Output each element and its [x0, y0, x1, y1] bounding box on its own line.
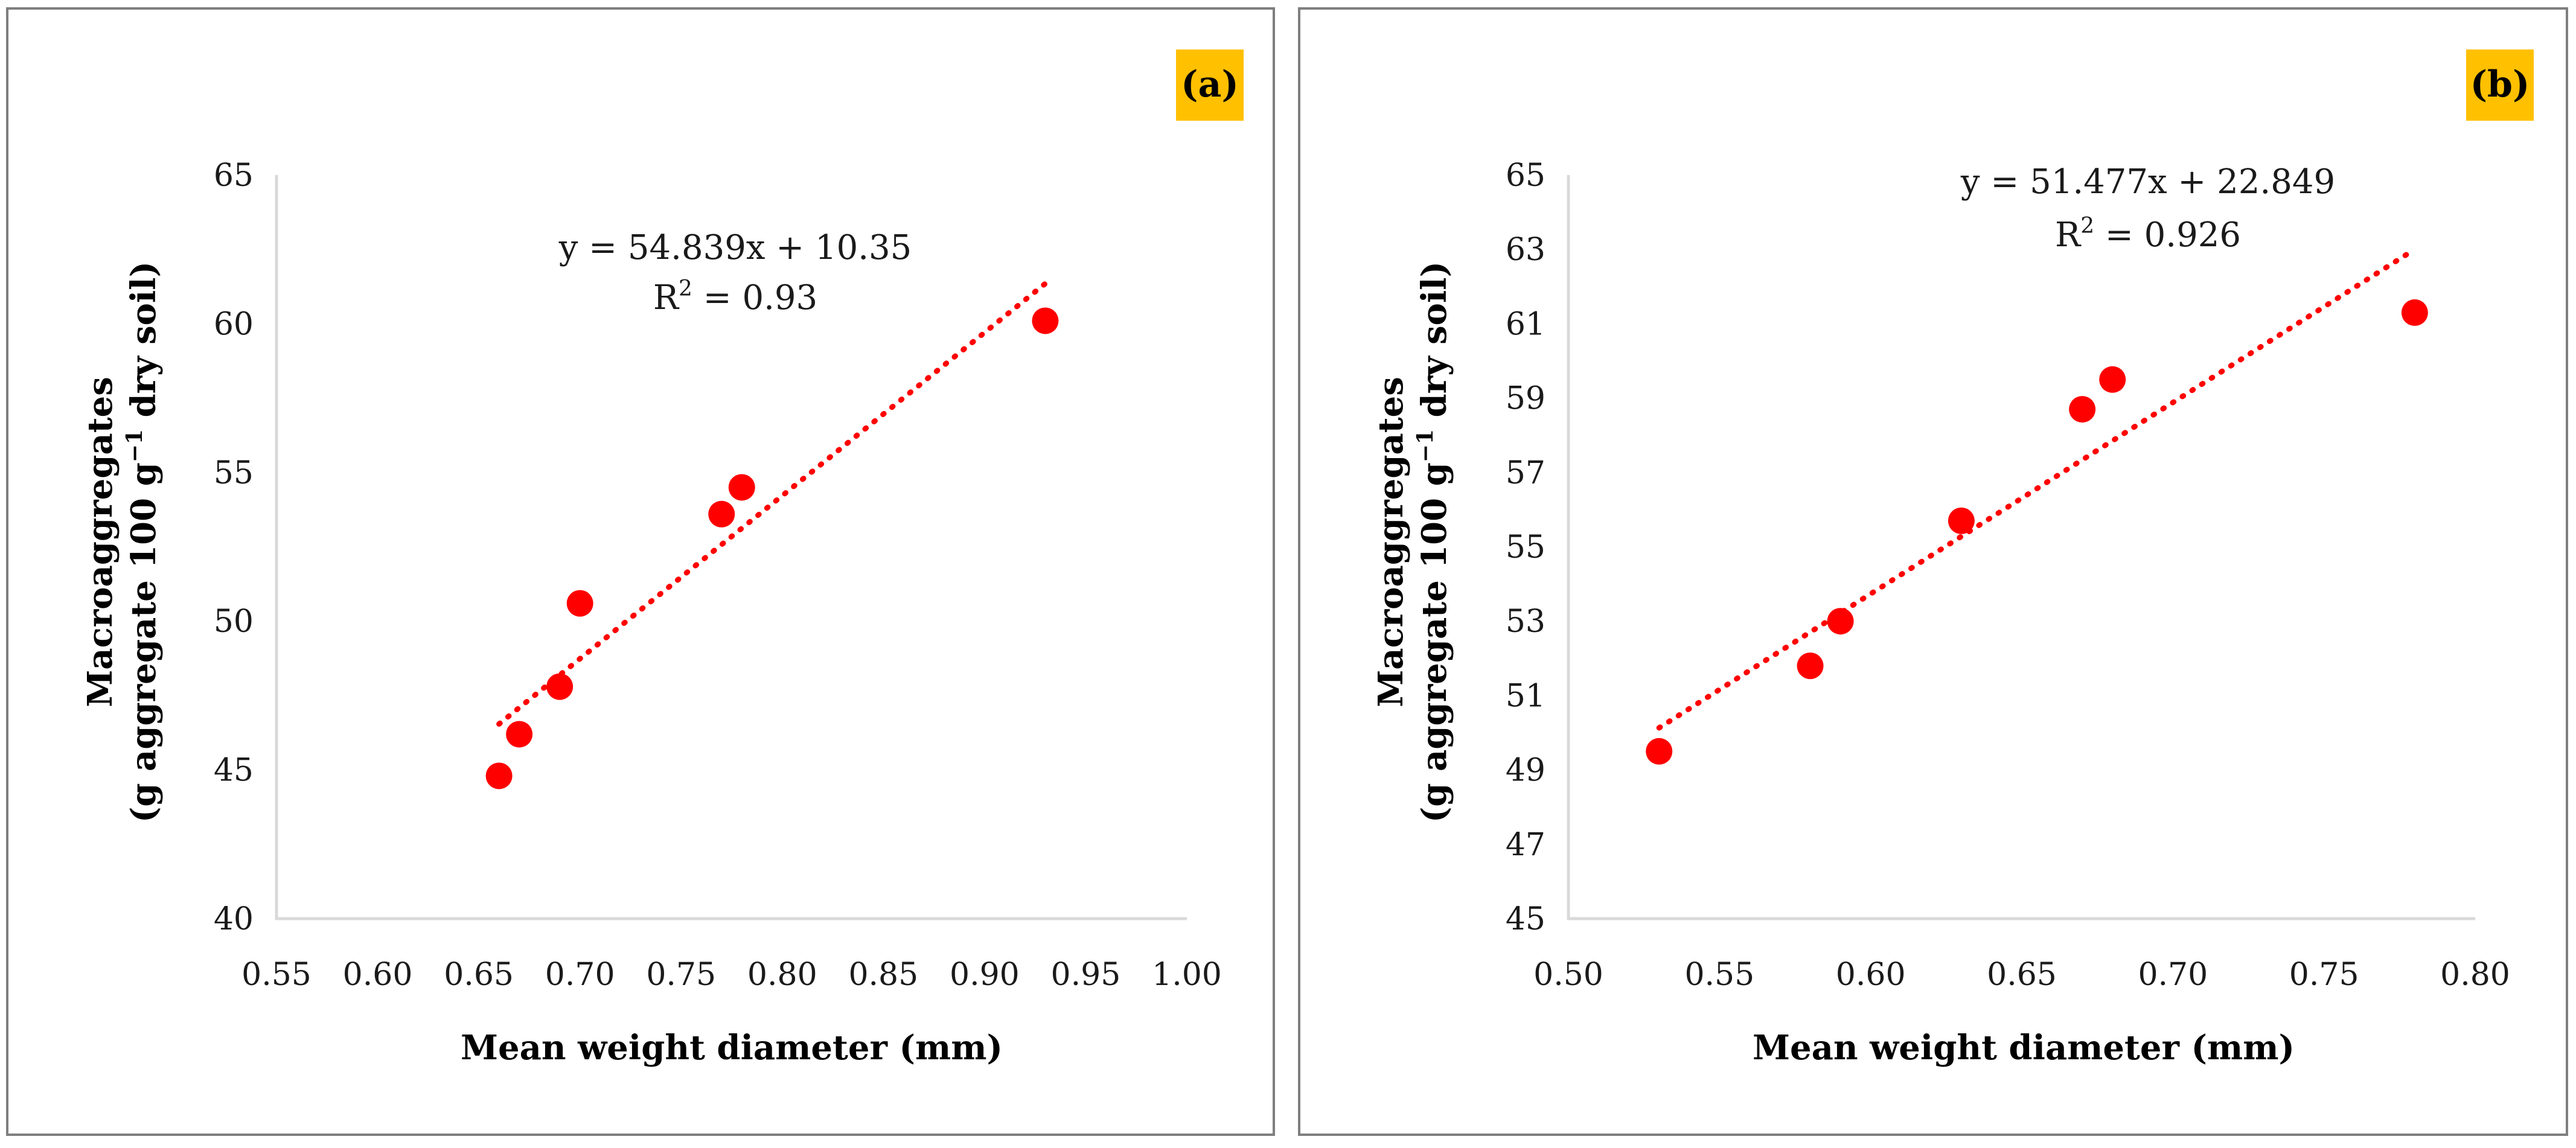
b-x-tick-label: 0.70: [2138, 957, 2208, 993]
b-x-tick-label: 0.75: [2289, 957, 2359, 993]
a-x-tick-label: 0.70: [545, 957, 615, 993]
panel-b-frame: [1298, 7, 2568, 1136]
b-data-point: [2099, 366, 2126, 393]
panel-a-equation: y = 54.839x + 10.35: [558, 228, 912, 267]
a-data-point: [546, 673, 574, 700]
panel-b-x-axis-title: Mean weight diameter (mm): [1753, 1028, 2295, 1068]
panel-a-y-title-line2: (g aggregate 100 g−1 dry soil): [122, 261, 164, 823]
panel-a-y-axis-title: Macroaggregates (g aggregate 100 g−1 dry…: [80, 261, 164, 823]
panel-b-ticks: 45 47 49 51 53 55 57 59 61 63 65 0.50 0.55 0.60 0.65 0.…: [1506, 158, 2510, 993]
panel-a-y-title-line1: Macroaggregates: [80, 377, 120, 707]
b-x-tick-label: 0.65: [1987, 957, 2057, 993]
panel-b: (b) 45 47 49 51 53 55 57 59 61 63 65 0.50 0.55 0.60 0.…: [1298, 7, 2568, 1136]
b-x-tick-label: 0.60: [1836, 957, 1906, 993]
panel-b-y-title-line2: (g aggregate 100 g−1 dry soil): [1413, 261, 1454, 823]
panel-a-frame: [6, 7, 1275, 1136]
a-y-tick-label: 60: [214, 306, 254, 342]
panel-b-label: (b): [2470, 63, 2530, 106]
b-data-point: [1827, 608, 1854, 635]
b-y-tick-label: 51: [1506, 678, 1545, 714]
b-y-tick-label: 47: [1506, 827, 1545, 863]
a-data-point: [1032, 307, 1059, 334]
panel-b-y-title-line1: Macroaggregates: [1371, 377, 1411, 707]
a-x-tick-label: 1.00: [1152, 957, 1222, 993]
a-x-tick-label: 0.75: [646, 957, 716, 993]
panel-b-axes: [1567, 175, 2475, 920]
a-x-tick-label: 0.55: [241, 957, 312, 993]
b-y-tick-label: 53: [1506, 604, 1545, 640]
panel-b-badge: [2466, 49, 2534, 121]
b-x-tick-label: 0.50: [1533, 957, 1603, 993]
b-data-point: [1797, 652, 1824, 680]
panel-a-axes: [275, 175, 1187, 920]
b-x-tick-label: 0.55: [1684, 957, 1754, 993]
b-y-tick-label: 61: [1506, 306, 1545, 342]
panel-b-r-squared: R2 = 0.926: [2055, 214, 2241, 255]
b-data-point: [2401, 299, 2428, 326]
a-x-tick-label: 0.85: [848, 957, 918, 993]
a-x-tick-label: 0.65: [444, 957, 514, 993]
a-y-tick-label: 55: [214, 455, 254, 491]
panel-b-points: [1646, 299, 2428, 765]
b-data-point: [1646, 738, 1673, 765]
a-y-tick-label: 65: [214, 158, 254, 194]
b-data-point: [1948, 507, 1975, 534]
a-x-tick-label: 0.95: [1051, 957, 1121, 993]
a-y-tick-label: 40: [214, 901, 254, 937]
b-data-point: [2069, 396, 2096, 423]
b-y-tick-label: 63: [1506, 232, 1545, 268]
a-y-tick-label: 45: [214, 753, 254, 789]
a-y-tick-label: 50: [214, 604, 254, 640]
b-x-tick-label: 0.80: [2440, 957, 2510, 993]
panel-b-trendline: [1656, 246, 2418, 731]
panel-a-badge: [1176, 49, 1244, 121]
panel-a-points: [485, 307, 1059, 789]
b-y-tick-label: 65: [1506, 158, 1545, 194]
a-data-point: [485, 762, 513, 789]
panel-a-label: (a): [1181, 63, 1239, 106]
b-y-tick-label: 59: [1506, 381, 1545, 417]
a-data-point: [728, 474, 755, 501]
a-data-point: [566, 590, 593, 617]
panel-a-x-axis-title: Mean weight diameter (mm): [461, 1028, 1003, 1068]
a-x-tick-label: 0.60: [343, 957, 413, 993]
b-y-tick-label: 55: [1506, 529, 1545, 566]
a-x-tick-label: 0.90: [950, 957, 1020, 993]
a-data-point: [506, 721, 533, 748]
panel-a-ticks: 40 45 50 55 60 65 0.55 0.60 0.65 0.70 0.75 0.80 0.85…: [214, 158, 1222, 993]
panel-a: (a) 40 45 50 55 60 65 0.55 0.60 0.65 0.70 0.75 0.80…: [6, 7, 1275, 1136]
b-y-tick-label: 57: [1506, 455, 1545, 491]
panel-a-r-squared: R2 = 0.93: [653, 276, 817, 317]
a-data-point: [708, 500, 735, 528]
a-x-tick-label: 0.80: [747, 957, 817, 993]
panel-b-equation: y = 51.477x + 22.849: [1960, 162, 2335, 202]
panel-a-trendline: [496, 281, 1048, 727]
b-y-tick-label: 45: [1506, 901, 1545, 937]
panel-b-y-axis-title: Macroaggregates (g aggregate 100 g−1 dry…: [1371, 261, 1454, 823]
b-y-tick-label: 49: [1506, 753, 1545, 789]
